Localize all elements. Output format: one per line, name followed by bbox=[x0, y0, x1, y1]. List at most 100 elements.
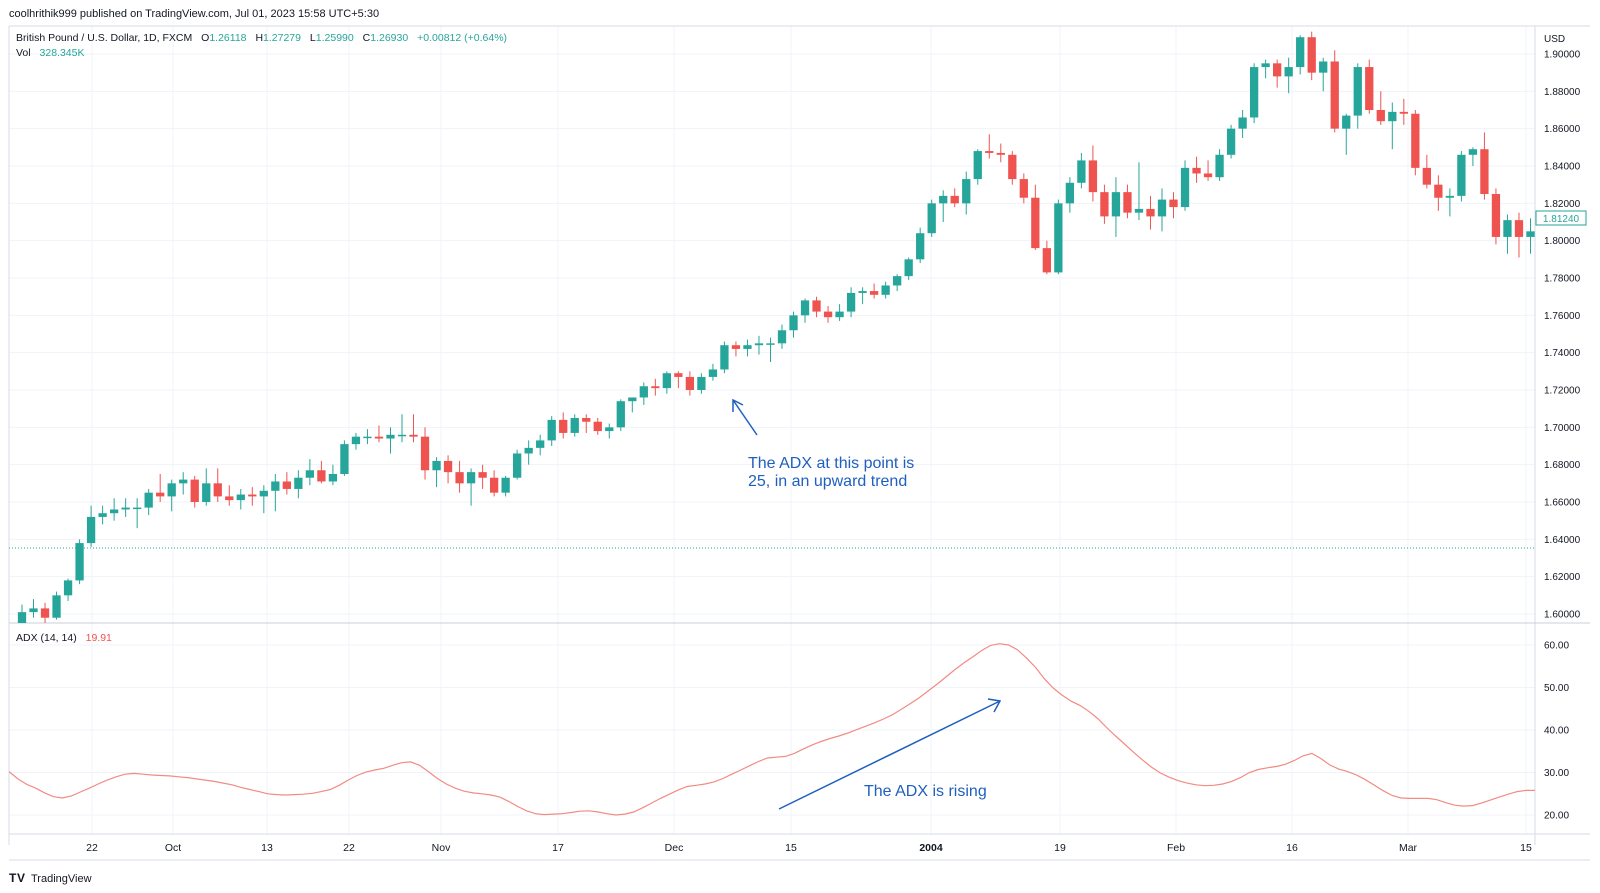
candle-body bbox=[570, 418, 579, 433]
candle-body bbox=[720, 345, 729, 370]
candle-body bbox=[823, 311, 833, 318]
candle-body bbox=[52, 595, 61, 618]
candle-body bbox=[1111, 192, 1121, 217]
price-tick-label: 1.60000 bbox=[1544, 610, 1581, 621]
adx-tick-label: 30.00 bbox=[1544, 768, 1569, 779]
open-label: O bbox=[201, 32, 209, 44]
candle-body bbox=[121, 507, 130, 510]
candle-body bbox=[985, 151, 994, 153]
candle-body bbox=[1457, 154, 1466, 196]
price-tick-label: 1.82000 bbox=[1544, 199, 1581, 210]
candle-body bbox=[363, 436, 372, 439]
price-tick-label: 1.84000 bbox=[1544, 162, 1581, 173]
candle-body bbox=[674, 373, 683, 377]
candle-body bbox=[1019, 179, 1028, 198]
candle-body bbox=[1157, 199, 1167, 217]
price-tick-label: 1.76000 bbox=[1544, 311, 1581, 322]
publish-line: coolhrithik999 published on TradingView.… bbox=[9, 8, 379, 20]
candle-body bbox=[628, 397, 637, 402]
candle-body bbox=[536, 440, 545, 448]
candle-body bbox=[294, 477, 303, 489]
candle-body bbox=[789, 315, 798, 331]
price-tick-label: 1.68000 bbox=[1544, 460, 1581, 471]
candlestick-series bbox=[17, 31, 1535, 623]
adx-axis-ticks: 20.00 30.00 40.00 50.00 60.00 bbox=[1544, 641, 1569, 822]
price-axis-ticks: 1.60000 1.62000 1.64000 1.66000 1.68000 1.700… bbox=[1544, 50, 1581, 621]
price-tick-label: 1.62000 bbox=[1544, 572, 1581, 583]
candle-body bbox=[939, 195, 948, 204]
candle-body bbox=[1422, 167, 1431, 185]
candle-body bbox=[1065, 182, 1075, 204]
annotation-adx-point-line2: 25, in an upward trend bbox=[748, 473, 907, 490]
time-tick-label: 15 bbox=[1520, 842, 1532, 854]
candle-body bbox=[501, 477, 510, 493]
candle-body bbox=[1031, 197, 1040, 249]
candle-body bbox=[1468, 149, 1478, 155]
current-price-badge bbox=[1535, 210, 1587, 226]
candle-body bbox=[904, 259, 913, 277]
candle-body bbox=[927, 203, 936, 234]
candle-body bbox=[559, 419, 568, 433]
time-tick-label: 2004 bbox=[919, 842, 943, 854]
candle-body bbox=[386, 434, 395, 439]
price-tick-label: 1.74000 bbox=[1544, 348, 1581, 359]
candle-body bbox=[1238, 117, 1247, 129]
candle-body bbox=[1411, 113, 1420, 168]
adx-value: 19.91 bbox=[86, 632, 112, 644]
candle-body bbox=[248, 494, 257, 497]
adx-tick-label: 20.00 bbox=[1544, 811, 1569, 822]
candle-body bbox=[1526, 231, 1535, 237]
tradingview-logo: T V bbox=[9, 871, 25, 885]
time-tick-label: Oct bbox=[165, 842, 181, 854]
candle-body bbox=[432, 460, 441, 471]
candle-body bbox=[513, 453, 522, 478]
time-tick-label: 22 bbox=[343, 842, 355, 854]
candle-body bbox=[305, 470, 315, 478]
candle-body bbox=[777, 330, 787, 344]
candle-body bbox=[1008, 154, 1017, 180]
candle-body bbox=[1134, 208, 1144, 213]
adx-tick-label: 50.00 bbox=[1544, 683, 1569, 694]
candle-body bbox=[374, 436, 384, 439]
candle-body bbox=[996, 152, 1005, 155]
annotation-adx-rising: The ADX is rising bbox=[864, 783, 987, 800]
time-tick-label: 17 bbox=[552, 842, 564, 854]
candle-body bbox=[282, 481, 291, 489]
adx-pane-grid bbox=[9, 623, 1535, 834]
annotation-adx-point-arrow bbox=[732, 398, 758, 436]
candle-body bbox=[869, 291, 879, 295]
candle-body bbox=[1273, 63, 1282, 77]
high-value: 1.27279 bbox=[263, 32, 301, 44]
candle-body bbox=[202, 483, 211, 502]
candle-body bbox=[144, 492, 153, 508]
time-tick-label: Mar bbox=[1399, 842, 1418, 854]
candle-body bbox=[1215, 154, 1224, 178]
candle-body bbox=[478, 472, 487, 478]
price-tick-label: 1.86000 bbox=[1544, 124, 1581, 135]
candle-body bbox=[973, 151, 982, 180]
candle-body bbox=[489, 477, 499, 493]
candle-body bbox=[754, 343, 764, 346]
candle-body bbox=[835, 311, 844, 318]
time-tick-label: Nov bbox=[432, 842, 451, 854]
time-tick-label: Dec bbox=[665, 842, 684, 854]
candle-body bbox=[1480, 149, 1489, 194]
candle-body bbox=[1054, 203, 1063, 273]
candle-body bbox=[1123, 192, 1132, 213]
candle-body bbox=[1491, 194, 1501, 237]
candle-body bbox=[916, 233, 925, 260]
change-value: +0.00812 (+0.64%) bbox=[417, 32, 507, 44]
price-tick-label: 1.88000 bbox=[1544, 87, 1581, 98]
candle-body bbox=[133, 507, 142, 510]
candle-body bbox=[881, 285, 890, 295]
candle-body bbox=[1169, 199, 1178, 208]
candle-body bbox=[1100, 192, 1109, 217]
candle-body bbox=[340, 444, 349, 474]
candle-body bbox=[800, 300, 810, 316]
candle-body bbox=[1180, 167, 1190, 208]
candle-body bbox=[1088, 160, 1098, 193]
candle-body bbox=[685, 376, 695, 390]
adx-series bbox=[8, 643, 1535, 816]
candle-body bbox=[1330, 61, 1339, 129]
